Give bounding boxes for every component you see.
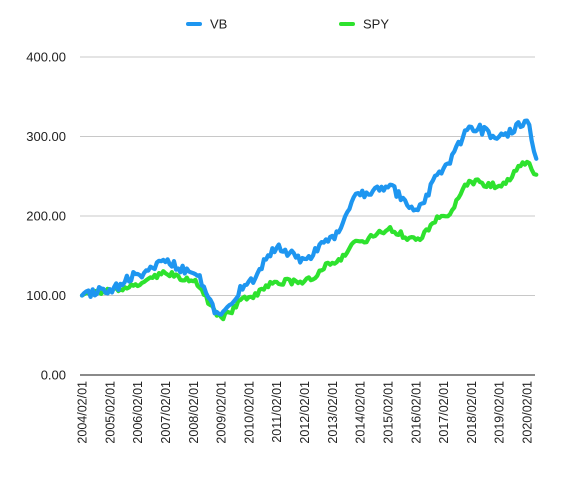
y-axis-ticks: 0.00 100.00 200.00 300.00 400.00 — [26, 50, 66, 383]
x-tick-label: 2005/02/01 — [103, 381, 117, 444]
series-lines — [79, 118, 539, 322]
x-tick-label: 2007/02/01 — [159, 381, 173, 444]
x-tick-label: 2012/02/01 — [298, 381, 312, 444]
y-tick-label: 300.00 — [26, 129, 66, 144]
y-tick-label: 0.00 — [41, 368, 66, 383]
legend-label-vb: VB — [210, 17, 227, 32]
x-tick-label: 2014/02/01 — [354, 381, 368, 444]
y-tick-label: 100.00 — [26, 288, 66, 303]
x-tick-label: 2011/02/01 — [270, 381, 284, 443]
y-tick-label: 200.00 — [26, 209, 66, 224]
x-tick-label: 2006/02/01 — [131, 381, 145, 444]
y-tick-label: 400.00 — [26, 50, 66, 65]
x-tick-label: 2019/02/01 — [493, 381, 507, 444]
legend: VB SPY — [186, 17, 389, 32]
x-tick-label: 2009/02/01 — [215, 381, 229, 444]
x-tick-label: 2004/02/01 — [76, 381, 90, 444]
x-axis-ticks: 2004/02/01 2005/02/01 2006/02/01 2007/02/01… — [76, 381, 535, 444]
series-line-spy — [79, 159, 539, 322]
x-tick-label: 2008/02/01 — [187, 381, 201, 444]
x-tick-label: 2017/02/01 — [437, 381, 451, 444]
x-tick-label: 2016/02/01 — [409, 381, 423, 444]
legend-label-spy: SPY — [363, 17, 389, 32]
series-line-vb — [79, 118, 539, 317]
x-tick-label: 2015/02/01 — [381, 381, 395, 444]
gridlines — [80, 56, 535, 376]
x-tick-label: 2010/02/01 — [242, 381, 256, 444]
x-tick-label: 2018/02/01 — [465, 381, 479, 444]
x-tick-label: 2020/02/01 — [521, 381, 535, 444]
x-tick-label: 2013/02/01 — [326, 381, 340, 444]
